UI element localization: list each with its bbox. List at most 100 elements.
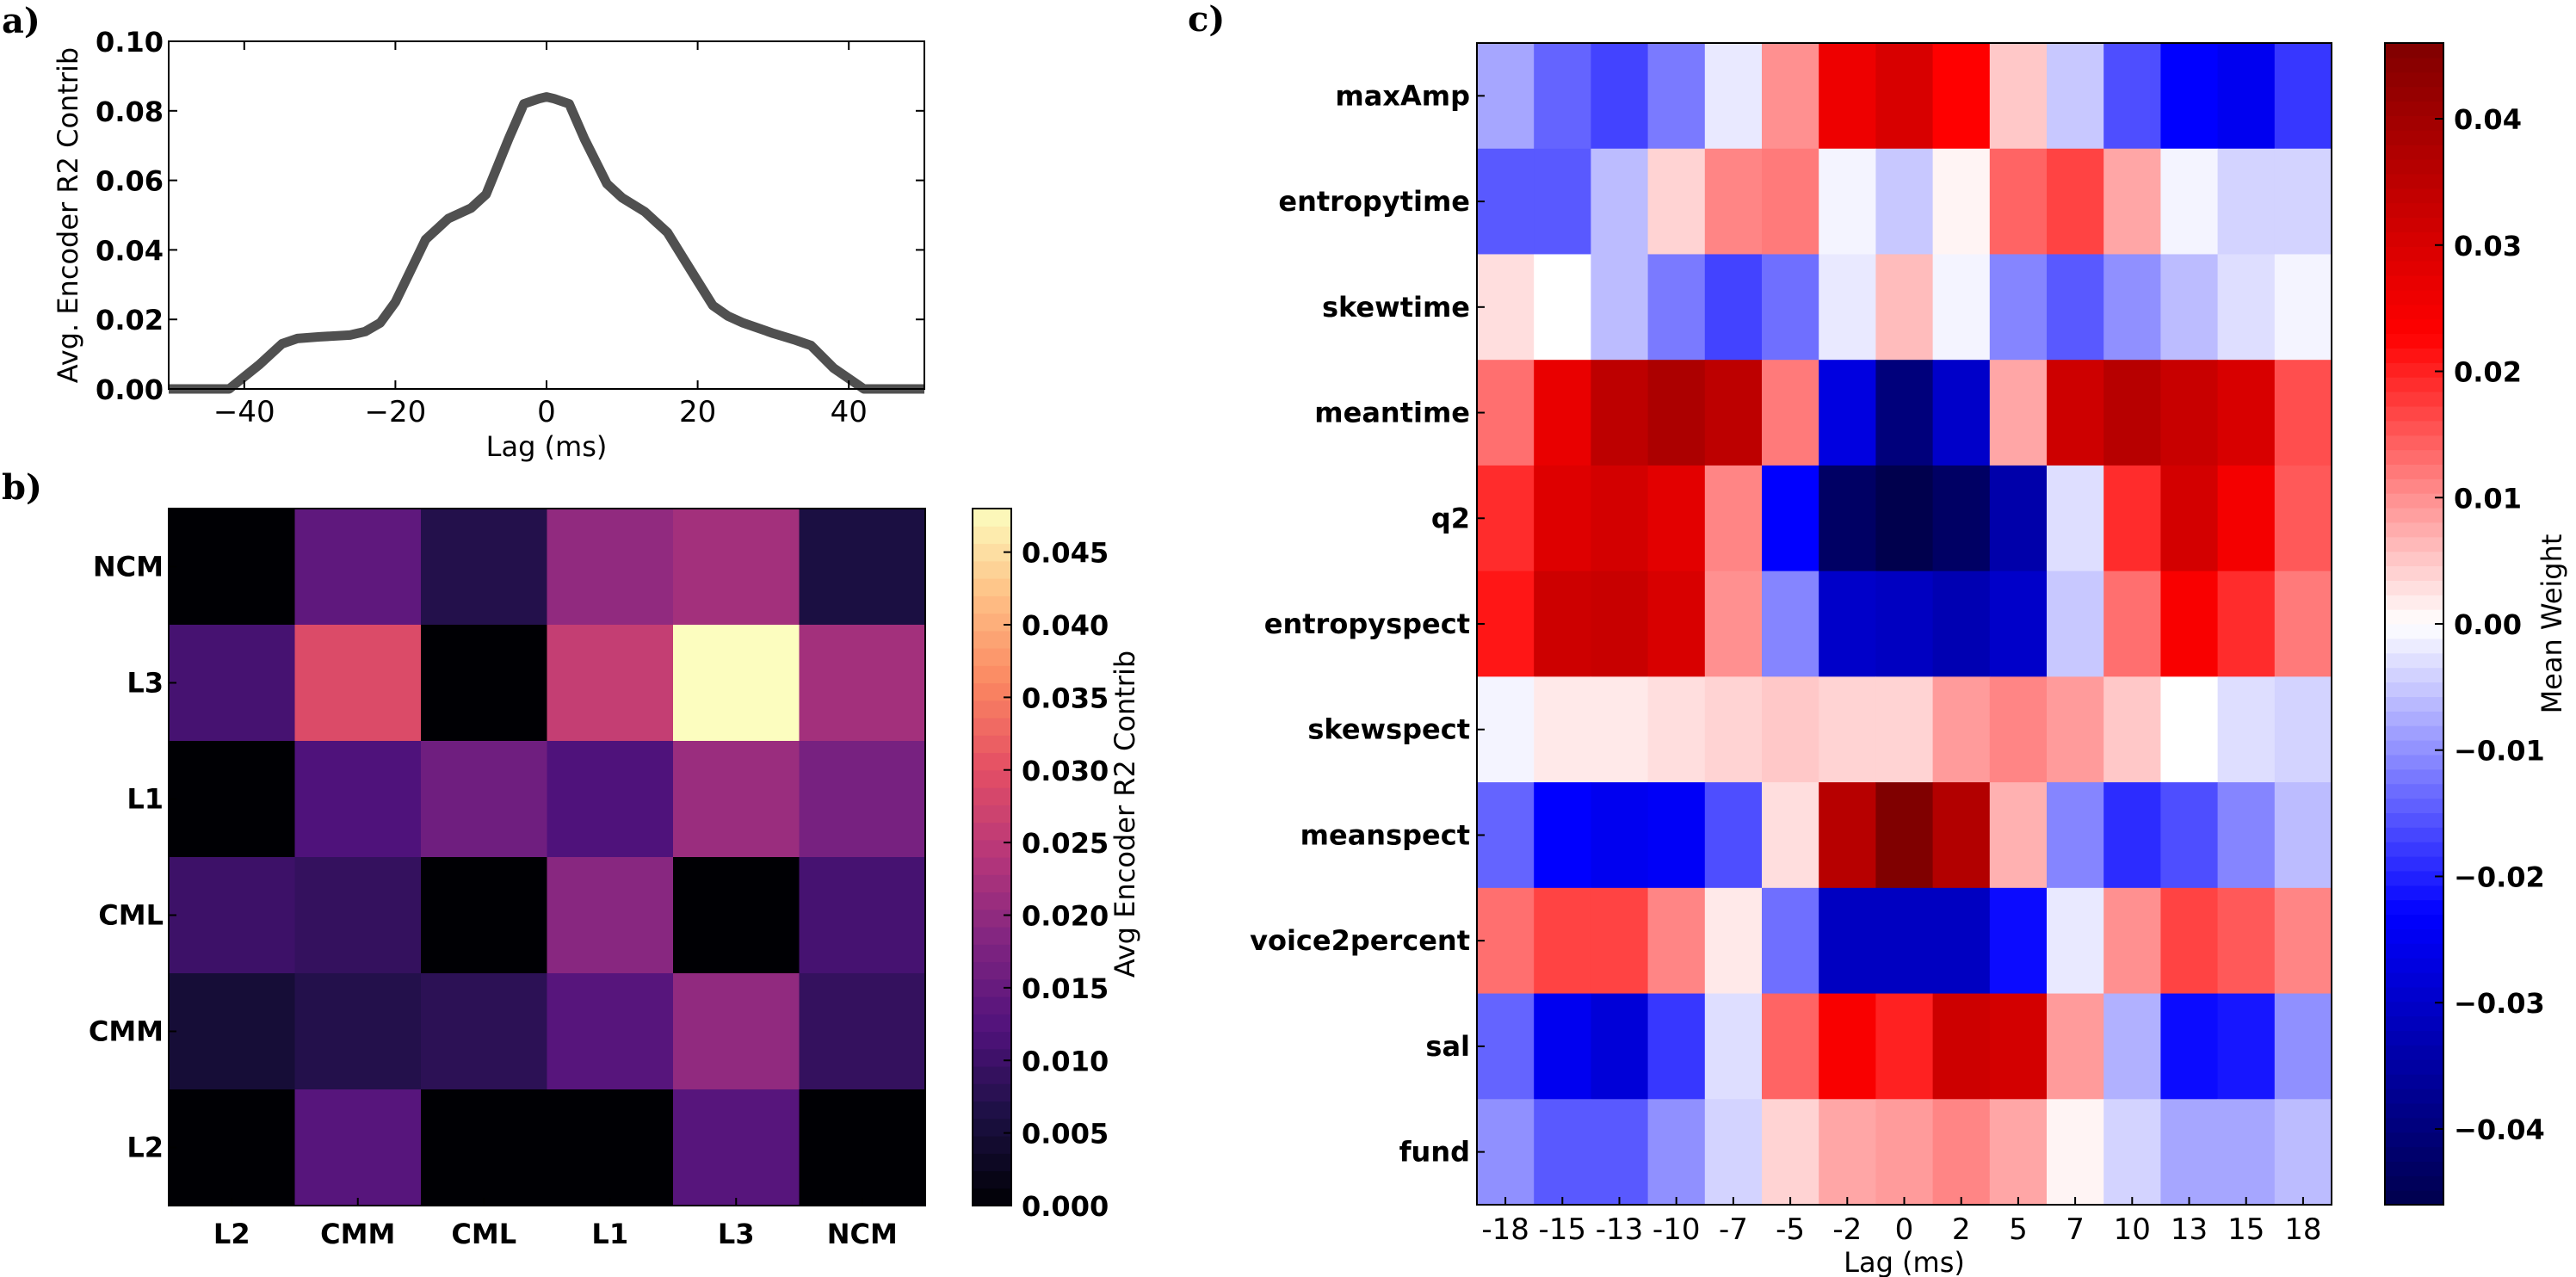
heatmap-cell bbox=[1762, 993, 1819, 1100]
x-tick-label: -13 bbox=[1596, 1212, 1644, 1247]
colorbar-segment bbox=[2385, 1059, 2443, 1075]
heatmap-cell bbox=[2160, 43, 2219, 150]
heatmap-cell bbox=[421, 857, 548, 974]
heatmap-cell bbox=[2217, 993, 2276, 1100]
heatmap-cell bbox=[1591, 1099, 1649, 1206]
heatmap-cell bbox=[1704, 465, 1763, 572]
heatmap-cell bbox=[1932, 360, 1991, 466]
colorbar-segment bbox=[2385, 1175, 2443, 1191]
colorbar-segment bbox=[2385, 827, 2443, 842]
panel-label-a: a) bbox=[2, 1, 40, 41]
colorbar-segment bbox=[973, 665, 1011, 684]
colorbar-segment bbox=[2385, 667, 2443, 683]
colorbar-segment bbox=[973, 1048, 1011, 1067]
heatmap-cell bbox=[1477, 148, 1535, 256]
colorbar-segment bbox=[2385, 1161, 2443, 1176]
heatmap-cell bbox=[1647, 887, 1706, 995]
x-tick-label: 10 bbox=[2114, 1212, 2151, 1247]
heatmap-cell bbox=[547, 1089, 674, 1206]
heatmap-cell bbox=[2103, 782, 2161, 889]
heatmap-cell bbox=[2103, 1099, 2161, 1206]
colorbar-segment bbox=[973, 1014, 1011, 1033]
y-tick-label: maxAmp bbox=[1335, 79, 1470, 112]
colorbar-segment bbox=[973, 1083, 1011, 1102]
heatmap-cell bbox=[799, 1089, 926, 1206]
series-line bbox=[169, 92, 924, 394]
heatmap-cell bbox=[2274, 676, 2332, 783]
x-tick-label: -10 bbox=[1652, 1212, 1701, 1247]
x-tick-label: 15 bbox=[2227, 1212, 2264, 1247]
heatmap-cell bbox=[2047, 887, 2104, 995]
panel-c-heatmap: -18 -15 -13 -10 -7 -5 -2 0 2 5 7 10 13 15 18 maxAmp entr… bbox=[1250, 42, 2332, 1277]
heatmap-cell bbox=[673, 1089, 800, 1206]
heatmap-cell bbox=[1591, 571, 1649, 677]
heatmap-cell bbox=[2103, 887, 2161, 995]
colorbar-segment bbox=[2385, 57, 2443, 73]
y-tick-label: L2 bbox=[127, 1132, 164, 1164]
colorbar-segment bbox=[973, 874, 1011, 893]
heatmap-cell bbox=[169, 1089, 296, 1206]
heatmap-cell bbox=[1591, 782, 1649, 889]
heatmap-cell bbox=[2217, 676, 2276, 783]
heatmap-cell bbox=[1762, 360, 1819, 466]
colorbar-tick-label: 0.00 bbox=[2454, 608, 2522, 641]
heatmap-cell bbox=[2047, 465, 2104, 572]
colorbar-segment bbox=[2385, 420, 2443, 436]
panel-label-b: b) bbox=[2, 467, 42, 508]
colorbar-segment bbox=[2385, 333, 2443, 349]
heatmap-cell bbox=[2160, 782, 2219, 889]
heatmap-cell bbox=[1477, 465, 1535, 572]
heatmap-cell bbox=[294, 509, 422, 626]
panel-label-c: c) bbox=[1188, 0, 1225, 40]
colorbar-segment bbox=[2385, 580, 2443, 595]
colorbar-tick-label: 0.04 bbox=[2454, 103, 2522, 136]
heatmap-cell bbox=[1932, 993, 1991, 1100]
colorbar-segment bbox=[2385, 958, 2443, 973]
colorbar-segment bbox=[973, 735, 1011, 754]
colorbar-segment bbox=[973, 1118, 1011, 1137]
heatmap-cell bbox=[1477, 1099, 1535, 1206]
x-tick-label: -7 bbox=[1719, 1212, 1748, 1247]
heatmap-cell bbox=[1989, 465, 2048, 572]
colorbar-segment bbox=[2385, 362, 2443, 378]
heatmap-cell bbox=[1932, 571, 1991, 677]
colorbar-segment bbox=[973, 822, 1011, 841]
heatmap-cell bbox=[2274, 148, 2332, 256]
colorbar-tick-label: −0.03 bbox=[2454, 987, 2545, 1020]
x-tick-label: 20 bbox=[679, 395, 716, 429]
colorbar-segment bbox=[2385, 1089, 2443, 1104]
heatmap-cell bbox=[1932, 782, 1991, 889]
colorbar-segment bbox=[2385, 972, 2443, 988]
colorbar-segment bbox=[973, 560, 1011, 579]
colorbar-segment bbox=[973, 630, 1011, 649]
heatmap-cell bbox=[169, 857, 296, 974]
colorbar-segment bbox=[2385, 101, 2443, 116]
heatmap-cell bbox=[2274, 360, 2332, 466]
heatmap-cell bbox=[673, 857, 800, 974]
colorbar-segment bbox=[2385, 1117, 2443, 1133]
colorbar-tick-label: 0.010 bbox=[1022, 1045, 1109, 1077]
colorbar-segment bbox=[973, 752, 1011, 771]
colorbar-segment bbox=[2385, 652, 2443, 669]
heatmap-cell bbox=[1875, 465, 1934, 572]
colorbar-tick-label: 0.025 bbox=[1022, 827, 1109, 860]
heatmap-cell bbox=[1875, 571, 1934, 677]
heatmap-cell bbox=[1762, 1099, 1819, 1206]
heatmap-cell bbox=[1819, 571, 1876, 677]
heatmap-cell bbox=[673, 509, 800, 626]
colorbar-segment bbox=[973, 595, 1011, 614]
heatmap-cell bbox=[1534, 465, 1591, 572]
heatmap-cell bbox=[1534, 1099, 1591, 1206]
heatmap-cell bbox=[1591, 254, 1649, 361]
heatmap-cell bbox=[1704, 571, 1763, 677]
colorbar-segment bbox=[2385, 202, 2443, 219]
colorbar-segment bbox=[2385, 231, 2443, 247]
heatmap-cell bbox=[1704, 360, 1763, 466]
heatmap-cell bbox=[1534, 676, 1591, 783]
heatmap-cell bbox=[1647, 1099, 1706, 1206]
y-tick-label: 0.08 bbox=[96, 96, 164, 128]
heatmap-cell bbox=[169, 625, 296, 742]
colorbar-tick-label: 0.03 bbox=[2454, 230, 2522, 262]
x-tick-label: -2 bbox=[1832, 1212, 1862, 1247]
